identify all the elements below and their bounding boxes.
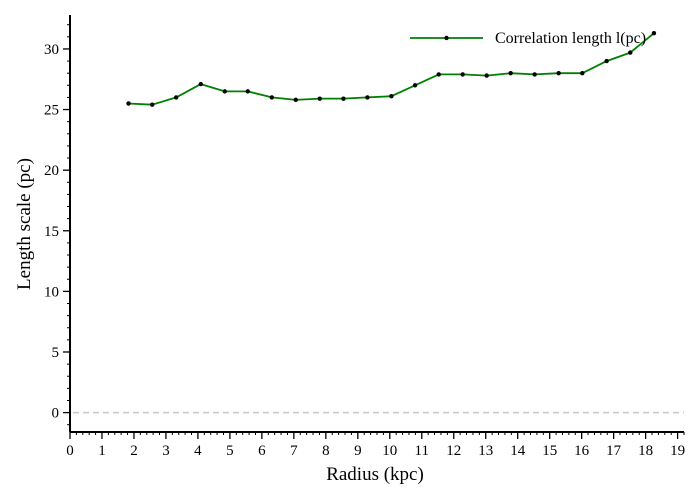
x-tick-label: 2: [130, 443, 138, 459]
data-point: [293, 97, 298, 103]
data-point: [460, 72, 465, 77]
y-tick-label: 5: [52, 345, 60, 361]
legend: Correlation length l(pc): [410, 30, 646, 47]
x-tick-label: 4: [194, 443, 202, 459]
x-tick-label: 8: [322, 443, 330, 459]
x-tick-label: 17: [606, 443, 622, 459]
x-tick-label: 11: [415, 443, 429, 459]
x-tick-label: 19: [670, 443, 685, 459]
x-tick-label: 7: [290, 443, 298, 459]
data-point: [317, 96, 322, 101]
y-axis-label: Length scale (pc): [14, 158, 35, 290]
data-point: [245, 89, 251, 94]
data-point: [149, 102, 155, 107]
y-tick-label: 25: [44, 103, 59, 119]
data-point: [365, 95, 370, 100]
data-point: [269, 95, 274, 100]
x-tick-label: 14: [510, 443, 526, 459]
x-tick-label: 3: [162, 443, 170, 459]
x-tick-label: 15: [542, 443, 557, 459]
legend-label: Correlation length l(pc): [495, 30, 646, 47]
data-point: [173, 95, 179, 100]
data-point: [580, 70, 585, 76]
data-point: [484, 73, 489, 78]
x-tick-label: 13: [478, 443, 493, 459]
data-point: [556, 70, 561, 76]
data-point: [436, 72, 441, 77]
x-tick-label: 12: [446, 443, 461, 459]
data-point: [389, 94, 394, 99]
x-tick-label: 6: [258, 443, 266, 459]
y-axis: 0 5 10 15 20 25 30: [44, 15, 71, 432]
y-tick-label: 30: [44, 42, 59, 58]
legend-marker: [444, 35, 449, 41]
data-point: [126, 101, 131, 106]
y-tick-label: 15: [44, 224, 59, 240]
x-tick-label: 9: [354, 443, 362, 459]
y-tick-label: 10: [44, 284, 59, 300]
data-point: [651, 30, 657, 36]
y-tick-label: 0: [52, 406, 60, 422]
data-point: [628, 50, 633, 55]
x-tick-label: 5: [226, 443, 234, 459]
x-axis: 0 1 2 3 4 5 6 7 8 9 10 11 12 13 14 15 16 17 18 19: [66, 431, 685, 459]
data-point: [222, 89, 227, 94]
data-point: [412, 83, 418, 88]
x-tick-label: 16: [574, 443, 590, 459]
x-tick-label: 18: [638, 443, 653, 459]
data-point: [198, 81, 203, 87]
series-layer: [126, 30, 657, 107]
x-axis-label: Radius (kpc): [326, 464, 424, 485]
data-point: [532, 72, 537, 77]
y-tick-label: 20: [44, 163, 59, 179]
data-point: [508, 70, 513, 76]
data-point: [341, 96, 346, 101]
x-tick-label: 0: [66, 443, 74, 459]
data-point: [604, 58, 609, 64]
x-tick-label: 1: [98, 443, 106, 459]
x-tick-label: 10: [382, 443, 397, 459]
